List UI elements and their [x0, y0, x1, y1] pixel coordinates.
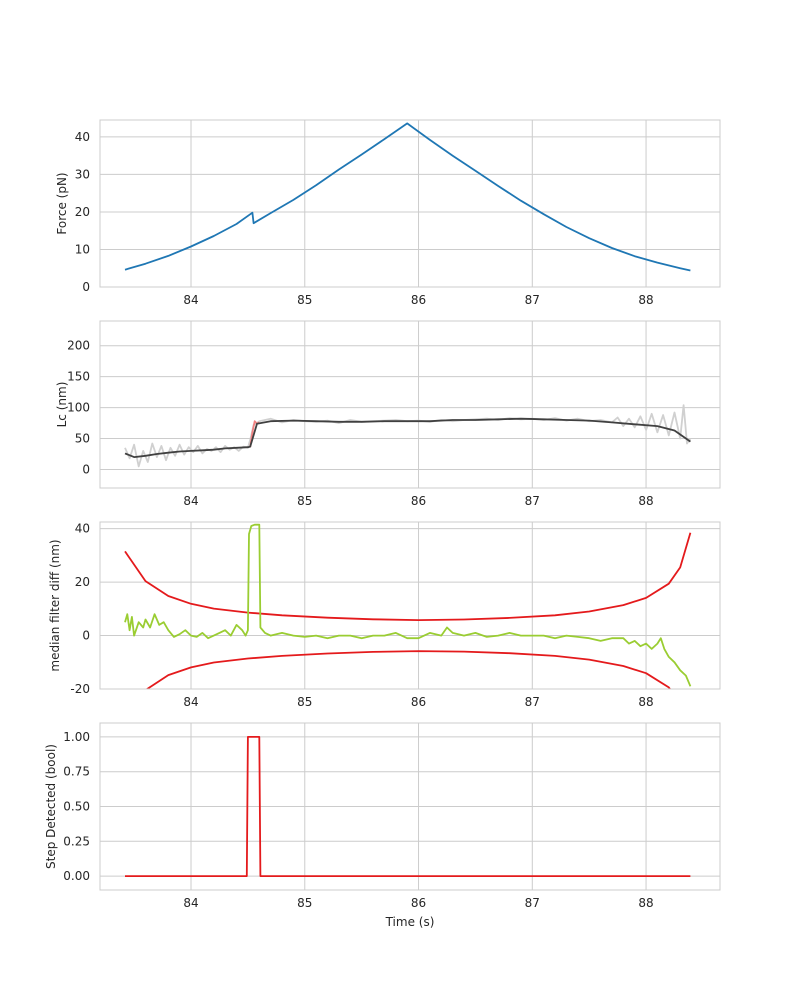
x-tick-label: 85 [297, 494, 312, 508]
y-tick-label: 0 [82, 280, 90, 294]
series-line-1 [125, 736, 691, 877]
x-tick-label: 86 [411, 494, 426, 508]
x-tick-label: 87 [525, 494, 540, 508]
y-tick-label: 0.25 [63, 834, 90, 848]
x-tick-label: 87 [525, 695, 540, 709]
x-tick-label: 87 [525, 293, 540, 307]
x-tick-label: 88 [638, 896, 653, 910]
series-line-1 [124, 404, 692, 468]
x-tick-label: 85 [297, 896, 312, 910]
panel-2: 84 85 86 87 88 0 50 100 150 200 Lc (nm) [55, 320, 721, 508]
y-tick-label: 40 [75, 522, 90, 536]
x-tick-label: 84 [183, 494, 198, 508]
axes-frame [99, 320, 721, 489]
y-tick-label: 150 [67, 370, 90, 384]
y-tick-label: 10 [75, 242, 90, 256]
x-tick-label: 88 [638, 695, 653, 709]
y-tick-label: 200 [67, 339, 90, 353]
x-tick-label: 84 [183, 695, 198, 709]
x-tick-label: 88 [638, 293, 653, 307]
y-tick-label: 0 [82, 462, 90, 476]
y-axis-label: Step Detected (bool) [44, 744, 58, 869]
series-line-1 [124, 122, 691, 272]
x-tick-label: 87 [525, 896, 540, 910]
y-tick-label: 50 [75, 432, 90, 446]
y-tick-label: 30 [75, 167, 90, 181]
x-tick-label: 84 [183, 896, 198, 910]
y-tick-label: 1.00 [63, 730, 90, 744]
y-tick-label: 0 [82, 629, 90, 643]
y-tick-label: 40 [75, 130, 90, 144]
y-axis-label: Force (pN) [55, 172, 69, 234]
y-axis-label: median filter diff (nm) [48, 539, 62, 671]
x-tick-label: 88 [638, 494, 653, 508]
y-tick-label: 0.75 [63, 765, 90, 779]
panel-4: 84 85 86 87 88 0.00 0.25 0.50 0.75 1.00 Step Detec… [44, 722, 721, 929]
x-tick-label: 85 [297, 695, 312, 709]
y-tick-label: 100 [67, 401, 90, 415]
axes-frame [99, 521, 721, 690]
y-tick-label: 20 [75, 205, 90, 219]
x-tick-label: 86 [411, 896, 426, 910]
panel-3: 84 85 86 87 88 -20 0 20 40 median filter diff (nm… [48, 521, 721, 709]
axes-frame [99, 119, 721, 288]
x-tick-label: 84 [183, 293, 198, 307]
y-tick-label: -20 [70, 682, 90, 696]
y-tick-label: 0.50 [63, 800, 90, 814]
axes-frame [99, 722, 721, 891]
series-line-3 [124, 417, 691, 459]
y-axis-label: Lc (nm) [55, 382, 69, 428]
x-tick-label: 86 [411, 695, 426, 709]
series-line-2 [145, 650, 672, 689]
y-tick-label: 0.00 [63, 869, 90, 883]
x-tick-label: 86 [411, 293, 426, 307]
series-line-1 [124, 532, 692, 621]
series-line-3 [124, 523, 692, 687]
y-tick-label: 20 [75, 575, 90, 589]
x-tick-label: 85 [297, 293, 312, 307]
panel-1: 84 85 86 87 88 0 10 20 30 40 Force (pN) [55, 119, 721, 307]
x-axis-label: Time (s) [385, 915, 435, 929]
